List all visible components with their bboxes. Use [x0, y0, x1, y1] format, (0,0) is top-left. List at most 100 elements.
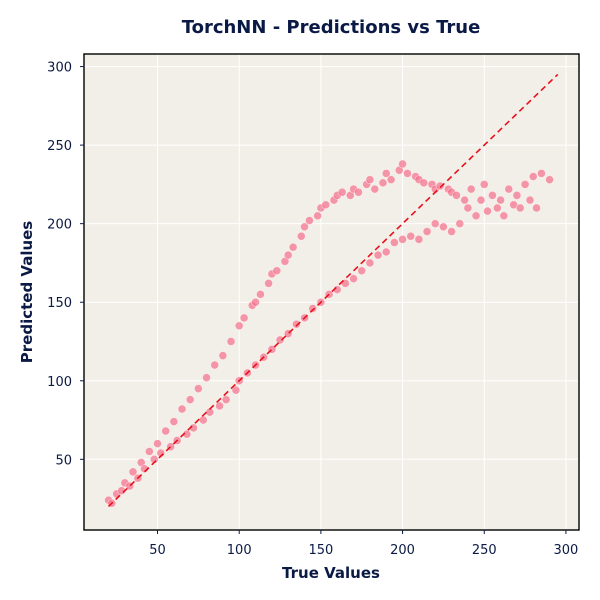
scatter-point — [515, 203, 525, 213]
scatter-point — [161, 426, 170, 436]
x-axis: 50 100 150 200 250 300 — [149, 530, 578, 558]
scatter-point — [305, 216, 314, 225]
scatter-point — [403, 169, 412, 178]
scatter-point — [370, 184, 380, 194]
scatter-point — [251, 297, 260, 307]
scatter-point — [354, 187, 363, 197]
scatter-point — [512, 191, 522, 200]
y-tick-label: 300 — [47, 61, 72, 76]
scatter-point — [447, 227, 456, 236]
scatter-point — [308, 304, 318, 313]
x-tick-label: 150 — [308, 543, 333, 558]
scatter-point — [476, 195, 486, 205]
scatter-point — [264, 279, 273, 288]
scatter-point — [296, 231, 306, 241]
scatter-point — [471, 211, 481, 221]
scatter-point — [365, 175, 375, 184]
reference-line-group — [107, 73, 559, 508]
y-tick-label: 100 — [47, 375, 72, 390]
scatter-point — [128, 467, 138, 477]
scatter-point — [349, 274, 358, 283]
reference-line — [107, 73, 559, 508]
scatter-point — [455, 219, 465, 228]
scatter-point — [499, 211, 509, 221]
scatter-point — [545, 175, 554, 184]
scatter-point — [275, 335, 285, 345]
scatter-point — [463, 203, 473, 213]
chart-title: TorchNN - Predictions vs True — [182, 17, 481, 38]
scatter-point — [479, 180, 489, 189]
plot-frame — [83, 53, 580, 531]
scatter-point — [414, 235, 424, 244]
scatter-point — [365, 258, 375, 268]
scatter-point — [430, 219, 440, 228]
scatter-point — [525, 195, 535, 205]
scatter-point — [483, 206, 492, 216]
x-tick-label: 250 — [472, 543, 497, 558]
x-tick-label: 50 — [149, 543, 166, 558]
scatter-point — [231, 385, 241, 395]
x-axis-label: True Values — [282, 564, 380, 582]
scatter-point — [528, 172, 538, 181]
scatter-point — [226, 337, 236, 346]
scatter-point — [532, 203, 541, 213]
scatter-point — [488, 191, 497, 200]
scatter-point — [357, 266, 367, 276]
scatter-point — [378, 178, 388, 188]
scatter-point — [390, 238, 399, 247]
scatter-point — [202, 373, 211, 382]
y-tick-label: 150 — [47, 296, 72, 311]
scatter-point — [256, 290, 265, 299]
scatter-point — [460, 195, 469, 205]
scatter-point — [439, 222, 448, 232]
scatter-point — [398, 159, 407, 169]
grid-lines — [84, 54, 579, 530]
y-axis-label: Predicted Values — [18, 221, 36, 364]
scatter-point — [169, 417, 179, 426]
scatter-point — [239, 313, 249, 323]
scatter-point — [221, 395, 231, 404]
y-axis: 50 100 150 200 250 300 — [47, 61, 84, 468]
scatter-point — [337, 187, 347, 197]
scatter-point — [381, 169, 391, 178]
scatter-points — [104, 159, 554, 508]
scatter-point — [504, 184, 514, 194]
scatter-point — [234, 321, 244, 331]
scatter-point — [373, 250, 383, 260]
scatter-point — [435, 181, 445, 191]
scatter-point — [313, 211, 322, 221]
scatter-point — [198, 415, 208, 425]
scatter-point — [215, 401, 224, 411]
scatter-point — [145, 447, 154, 456]
scatter-point — [194, 384, 203, 393]
scatter-point — [466, 184, 476, 194]
y-tick-label: 250 — [47, 139, 72, 154]
scatter-point — [381, 247, 391, 257]
scatter-point — [300, 222, 309, 232]
scatter-point — [520, 180, 530, 189]
scatter-point — [398, 235, 407, 244]
scatter-point — [218, 351, 228, 360]
scatter-point — [452, 191, 461, 200]
scatter-point — [177, 404, 187, 414]
scatter-point — [292, 319, 301, 329]
scatter-point — [537, 169, 546, 178]
scatter-point — [283, 250, 293, 260]
x-tick-label: 300 — [554, 543, 579, 558]
scatter-point — [153, 439, 162, 448]
scatter-point — [496, 195, 505, 205]
y-tick-label: 50 — [55, 453, 72, 468]
scatter-point — [210, 360, 219, 370]
scatter-point — [272, 266, 282, 276]
scatter-point — [422, 227, 432, 236]
scatter-point — [493, 203, 502, 213]
scatter-point — [419, 178, 429, 188]
scatter-point — [406, 231, 416, 241]
x-tick-label: 100 — [227, 543, 252, 558]
y-tick-label: 200 — [47, 218, 72, 233]
scatter-point — [321, 200, 331, 210]
scatter-point — [288, 242, 298, 252]
scatter-point — [386, 175, 396, 184]
